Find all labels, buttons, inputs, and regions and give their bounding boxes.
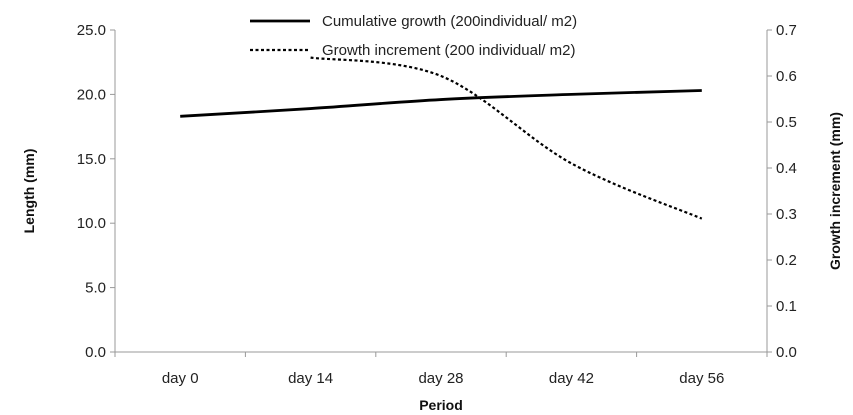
x-tick-label: day 0 [162, 370, 199, 387]
y2-tick-label: 0.6 [776, 68, 797, 85]
x-tick-label: day 56 [679, 370, 724, 387]
series-line-growth-increment [310, 56, 703, 220]
y-tick-label: 5.0 [85, 280, 106, 297]
y2-tick-label: 0.3 [776, 206, 797, 223]
x-axis-title: Period [419, 397, 463, 413]
y-tick-label: 0.0 [85, 344, 106, 361]
y2-axis-title: Growth increment (mm) [827, 112, 843, 270]
y2-tick-label: 0.1 [776, 298, 797, 315]
y2-tick-label: 0.4 [776, 160, 797, 177]
y-tick-label: 15.0 [77, 151, 106, 168]
series-layer [180, 56, 703, 220]
legend-label: Cumulative growth (200individual/ m2) [322, 13, 577, 30]
legend-label: Growth increment (200 individual/ m2) [322, 42, 575, 59]
y2-tick-label: 0.7 [776, 22, 797, 39]
y-tick-label: 25.0 [77, 22, 106, 39]
x-tick-label: day 28 [418, 370, 463, 387]
x-tick-label: day 14 [288, 370, 333, 387]
y-tick-label: 10.0 [77, 215, 106, 232]
y2-tick-label: 0.0 [776, 344, 797, 361]
axes: 0.0 5.0 10.0 15.0 20.0 25.0 0.0 0.1 0.2 0.3 0.4 0.5… [77, 22, 797, 387]
y2-tick-label: 0.5 [776, 114, 797, 131]
x-tick-label: day 42 [549, 370, 594, 387]
y-axis-title: Length (mm) [21, 149, 37, 234]
legend: Cumulative growth (200individual/ m2) Gro… [250, 13, 577, 59]
series-line-cumulative-growth [180, 89, 702, 118]
y2-tick-label: 0.2 [776, 252, 797, 269]
y-tick-label: 20.0 [77, 86, 106, 103]
